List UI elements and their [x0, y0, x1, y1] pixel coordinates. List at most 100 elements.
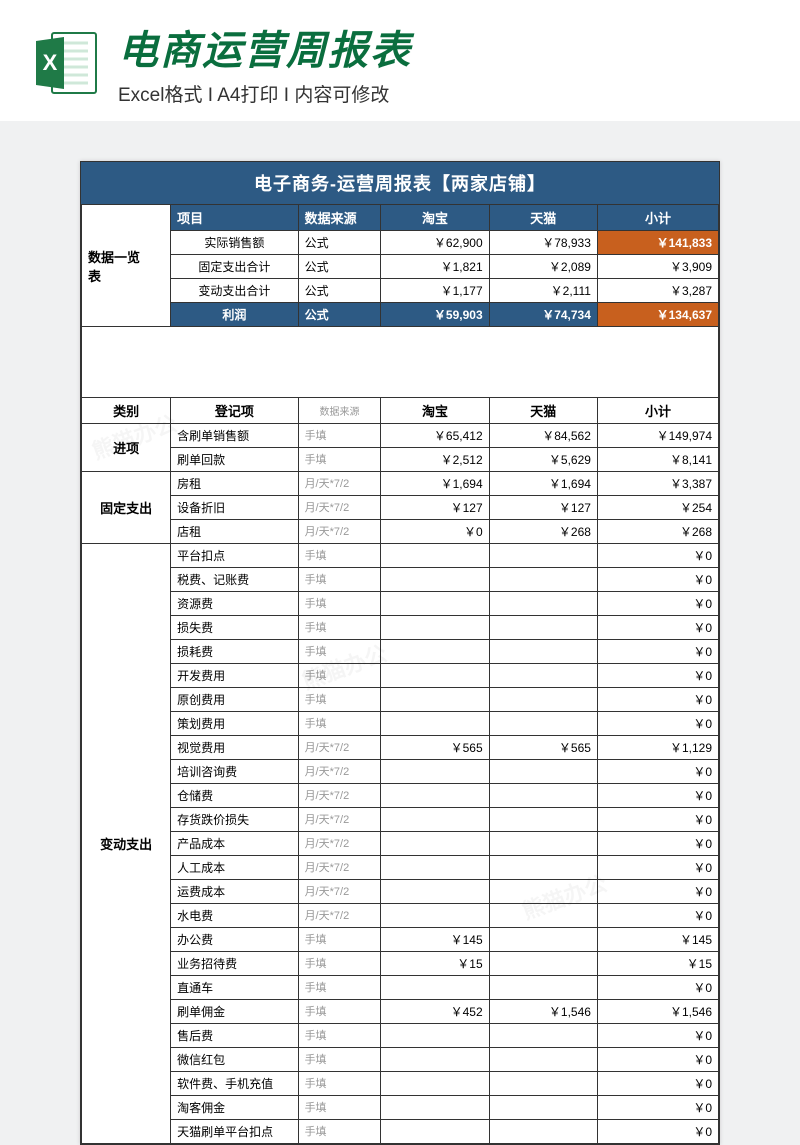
detail-row: 设备折旧月/天*7/2￥127￥127￥254 — [82, 495, 719, 519]
page-title: 电商运营周报表 — [118, 18, 770, 76]
cell-tb — [381, 855, 489, 879]
cell-tm: ￥127 — [489, 495, 597, 519]
summary-side-label: 数据一览表 — [82, 205, 171, 327]
profit-row: 利润公式￥59,903￥74,734￥134,637 — [82, 303, 719, 327]
cell-src: 手填 — [298, 1119, 381, 1143]
cell-tm: ￥2,089 — [489, 255, 597, 279]
cell-sub: ￥0 — [597, 855, 718, 879]
cell-sub: ￥0 — [597, 903, 718, 927]
cell-tm: ￥1,546 — [489, 999, 597, 1023]
cell-src: 公式 — [298, 279, 381, 303]
cell-tb — [381, 903, 489, 927]
cell-item: 资源费 — [171, 591, 298, 615]
detail-row: 水电费月/天*7/2 ￥0 — [82, 903, 719, 927]
cell-src: 月/天*7/2 — [298, 495, 381, 519]
cell-src: 手填 — [298, 1047, 381, 1071]
cell-sub: ￥0 — [597, 543, 718, 567]
cell-sub: ￥0 — [597, 591, 718, 615]
detail-row: 软件费、手机充值手填￥0 — [82, 1071, 719, 1095]
detail-row: 原创费用手填￥0 — [82, 687, 719, 711]
detail-row: 售后费手填￥0 — [82, 1023, 719, 1047]
cell-tb — [381, 711, 489, 735]
cell-tm — [489, 759, 597, 783]
cell-tb — [381, 615, 489, 639]
cell-sub: ￥15 — [597, 951, 718, 975]
gap-row — [82, 327, 719, 397]
cell-tb: ￥59,903 — [381, 303, 489, 327]
col-sub: 小计 — [597, 397, 718, 423]
cell-tm — [489, 1023, 597, 1047]
cell-sub: ￥0 — [597, 807, 718, 831]
cell-sub: ￥0 — [597, 1047, 718, 1071]
detail-row: 店租月/天*7/2￥0￥268￥268 — [82, 519, 719, 543]
summary-row: 固定支出合计公式￥1,821￥2,089￥3,909 — [82, 255, 719, 279]
cell-tb — [381, 591, 489, 615]
cell-tm — [489, 951, 597, 975]
cell-tb: ￥452 — [381, 999, 489, 1023]
cell-src: 手填 — [298, 543, 381, 567]
cell-item: 软件费、手机充值 — [171, 1071, 298, 1095]
cell-item: 视觉费用 — [171, 735, 298, 759]
cell-tb — [381, 543, 489, 567]
cell-src: 月/天*7/2 — [298, 759, 381, 783]
cell-tb: ￥62,900 — [381, 231, 489, 255]
col-item: 登记项 — [171, 397, 298, 423]
cell-item: 店租 — [171, 519, 298, 543]
cell-tb: ￥1,694 — [381, 471, 489, 495]
cell-item: 直通车 — [171, 975, 298, 999]
cell-sub: ￥0 — [597, 687, 718, 711]
cell-src: 手填 — [298, 423, 381, 447]
cell-tm — [489, 543, 597, 567]
col-src: 数据来源 — [298, 397, 381, 423]
cell-tm — [489, 855, 597, 879]
detail-row: 办公费手填￥145￥145 — [82, 927, 719, 951]
cell-tm — [489, 783, 597, 807]
summary-table: 数据一览表项目数据来源淘宝天猫小计实际销售额公式￥62,900￥78,933￥1… — [81, 204, 719, 397]
cell-item: 损耗费 — [171, 639, 298, 663]
header-text: 电商运营周报表 Excel格式 I A4打印 I 内容可修改 — [118, 18, 770, 107]
summary-row: 变动支出合计公式￥1,177￥2,111￥3,287 — [82, 279, 719, 303]
cell-sub: ￥141,833 — [597, 231, 718, 255]
cell-src: 月/天*7/2 — [298, 903, 381, 927]
cell-tb — [381, 1047, 489, 1071]
detail-row: 产品成本月/天*7/2￥0 — [82, 831, 719, 855]
cell-sub: ￥149,974 — [597, 423, 718, 447]
cell-src: 手填 — [298, 639, 381, 663]
detail-row: 天猫刷单平台扣点手填￥0 — [82, 1119, 719, 1143]
svg-text:X: X — [43, 50, 58, 75]
cell-sub: ￥0 — [597, 639, 718, 663]
cell-tb — [381, 879, 489, 903]
cell-sub: ￥0 — [597, 567, 718, 591]
cell-sub: ￥0 — [597, 783, 718, 807]
cell-tb: ￥65,412 — [381, 423, 489, 447]
cell-item: 水电费 — [171, 903, 298, 927]
detail-table: 类别登记项数据来源淘宝天猫小计进项含刷单销售额手填￥65,412￥84,562￥… — [81, 397, 719, 1144]
cell-tb: ￥145 — [381, 927, 489, 951]
cell-sub: ￥0 — [597, 1095, 718, 1119]
cell-tm — [489, 639, 597, 663]
cell-item: 业务招待费 — [171, 951, 298, 975]
cell-src: 月/天*7/2 — [298, 783, 381, 807]
cell-tb: ￥1,821 — [381, 255, 489, 279]
cell-tb — [381, 567, 489, 591]
cell-tm — [489, 1047, 597, 1071]
detail-row: 损失费手填￥0 — [82, 615, 719, 639]
detail-row: 培训咨询费月/天*7/2￥0 — [82, 759, 719, 783]
detail-row: 存货跌价损失月/天*7/2￥0 — [82, 807, 719, 831]
category-cell: 变动支出 — [82, 543, 171, 1143]
cell-tm: ￥565 — [489, 735, 597, 759]
cell-sub: ￥134,637 — [597, 303, 718, 327]
detail-row: 直通车手填￥0 — [82, 975, 719, 999]
cell-tb — [381, 1119, 489, 1143]
cell-item: 含刷单销售额 — [171, 423, 298, 447]
cell-sub: ￥0 — [597, 1023, 718, 1047]
cell-sub: ￥0 — [597, 711, 718, 735]
cell-tb: ￥15 — [381, 951, 489, 975]
cell-tm — [489, 903, 597, 927]
detail-row: 策划费用手填￥0 — [82, 711, 719, 735]
cell-item: 刷单佣金 — [171, 999, 298, 1023]
cell-sub: ￥0 — [597, 975, 718, 999]
cell-item: 存货跌价损失 — [171, 807, 298, 831]
detail-row: 开发费用手填￥0 — [82, 663, 719, 687]
col-tb: 淘宝 — [381, 397, 489, 423]
